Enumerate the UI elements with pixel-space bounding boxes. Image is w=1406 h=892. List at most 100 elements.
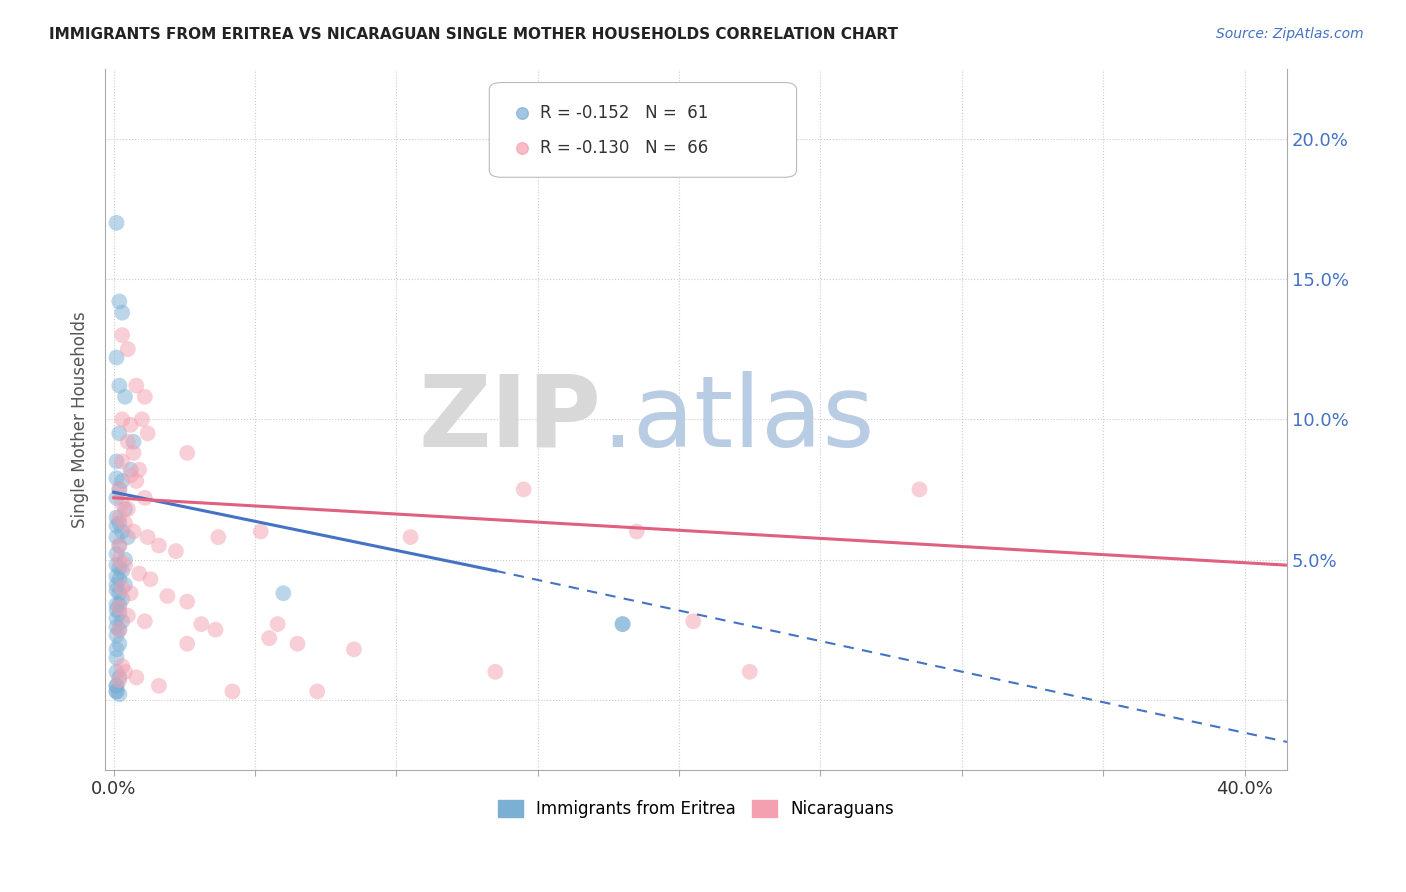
Point bbox=[105, 491, 128, 505]
Point bbox=[105, 684, 128, 698]
Point bbox=[266, 617, 288, 632]
Point bbox=[176, 446, 198, 460]
Point bbox=[105, 351, 128, 365]
Point bbox=[108, 483, 131, 497]
Point bbox=[307, 684, 329, 698]
Point bbox=[114, 552, 136, 566]
Point bbox=[117, 434, 139, 449]
Point bbox=[249, 524, 271, 539]
Point bbox=[108, 572, 131, 586]
Point bbox=[120, 417, 142, 432]
Point bbox=[108, 670, 131, 684]
Point bbox=[204, 623, 226, 637]
Point bbox=[105, 519, 128, 533]
Point bbox=[111, 581, 134, 595]
Point bbox=[105, 684, 128, 698]
Point bbox=[108, 561, 131, 575]
Point bbox=[139, 572, 162, 586]
Point bbox=[111, 564, 134, 578]
Point bbox=[111, 615, 134, 629]
Point bbox=[136, 426, 159, 441]
Point bbox=[207, 530, 229, 544]
Point bbox=[287, 637, 309, 651]
Point bbox=[108, 586, 131, 600]
Text: Source: ZipAtlas.com: Source: ZipAtlas.com bbox=[1216, 27, 1364, 41]
Point bbox=[105, 454, 128, 468]
Point bbox=[108, 483, 131, 497]
Point bbox=[738, 665, 761, 679]
Point bbox=[108, 600, 131, 615]
Point bbox=[105, 547, 128, 561]
Legend: Immigrants from Eritrea, Nicaraguans: Immigrants from Eritrea, Nicaraguans bbox=[491, 793, 901, 825]
Point bbox=[108, 606, 131, 620]
Point bbox=[108, 516, 131, 530]
Point bbox=[105, 620, 128, 634]
Point bbox=[128, 566, 150, 581]
Point bbox=[484, 665, 506, 679]
Point bbox=[257, 631, 280, 645]
Point bbox=[512, 483, 534, 497]
Point bbox=[111, 412, 134, 426]
Point bbox=[105, 530, 128, 544]
Point bbox=[105, 471, 128, 485]
Point bbox=[105, 611, 128, 625]
Point bbox=[136, 530, 159, 544]
Point bbox=[108, 637, 131, 651]
Point bbox=[626, 524, 648, 539]
Point bbox=[108, 623, 131, 637]
Point bbox=[134, 390, 156, 404]
Point bbox=[117, 530, 139, 544]
Point bbox=[105, 583, 128, 598]
Point bbox=[399, 530, 422, 544]
Point bbox=[114, 390, 136, 404]
Point bbox=[108, 673, 131, 688]
Point bbox=[134, 615, 156, 629]
Point bbox=[108, 294, 131, 309]
Point bbox=[105, 510, 128, 524]
Point bbox=[190, 617, 212, 632]
Point bbox=[117, 502, 139, 516]
Point bbox=[105, 650, 128, 665]
Point bbox=[148, 539, 170, 553]
Point bbox=[134, 491, 156, 505]
Point bbox=[221, 684, 243, 698]
Point bbox=[108, 426, 131, 441]
Point bbox=[108, 539, 131, 553]
Text: .atlas: .atlas bbox=[602, 371, 875, 467]
Point bbox=[273, 586, 295, 600]
Point bbox=[108, 539, 131, 553]
Point bbox=[108, 552, 131, 566]
Point bbox=[114, 516, 136, 530]
Point bbox=[105, 642, 128, 657]
Point bbox=[111, 496, 134, 510]
Point bbox=[156, 589, 179, 603]
Point bbox=[176, 637, 198, 651]
Point bbox=[111, 659, 134, 673]
Point bbox=[111, 328, 134, 343]
Point bbox=[682, 615, 704, 629]
Point bbox=[108, 378, 131, 392]
Point bbox=[105, 216, 128, 230]
Point bbox=[114, 502, 136, 516]
Point bbox=[108, 687, 131, 701]
Point bbox=[165, 544, 187, 558]
Text: R = -0.130   N =  66: R = -0.130 N = 66 bbox=[540, 139, 709, 157]
Point bbox=[125, 670, 148, 684]
Point bbox=[122, 434, 145, 449]
Point bbox=[125, 378, 148, 392]
Point bbox=[148, 679, 170, 693]
Point bbox=[176, 594, 198, 608]
Point bbox=[114, 665, 136, 679]
Point bbox=[114, 558, 136, 573]
Point bbox=[120, 468, 142, 483]
Point bbox=[111, 454, 134, 468]
Text: R = -0.152   N =  61: R = -0.152 N = 61 bbox=[540, 103, 709, 121]
Point bbox=[908, 483, 931, 497]
Point bbox=[111, 305, 134, 319]
Point bbox=[105, 679, 128, 693]
Y-axis label: Single Mother Households: Single Mother Households bbox=[72, 311, 89, 528]
Point bbox=[117, 608, 139, 623]
Point bbox=[105, 569, 128, 583]
Point bbox=[105, 558, 128, 573]
Point bbox=[111, 591, 134, 606]
